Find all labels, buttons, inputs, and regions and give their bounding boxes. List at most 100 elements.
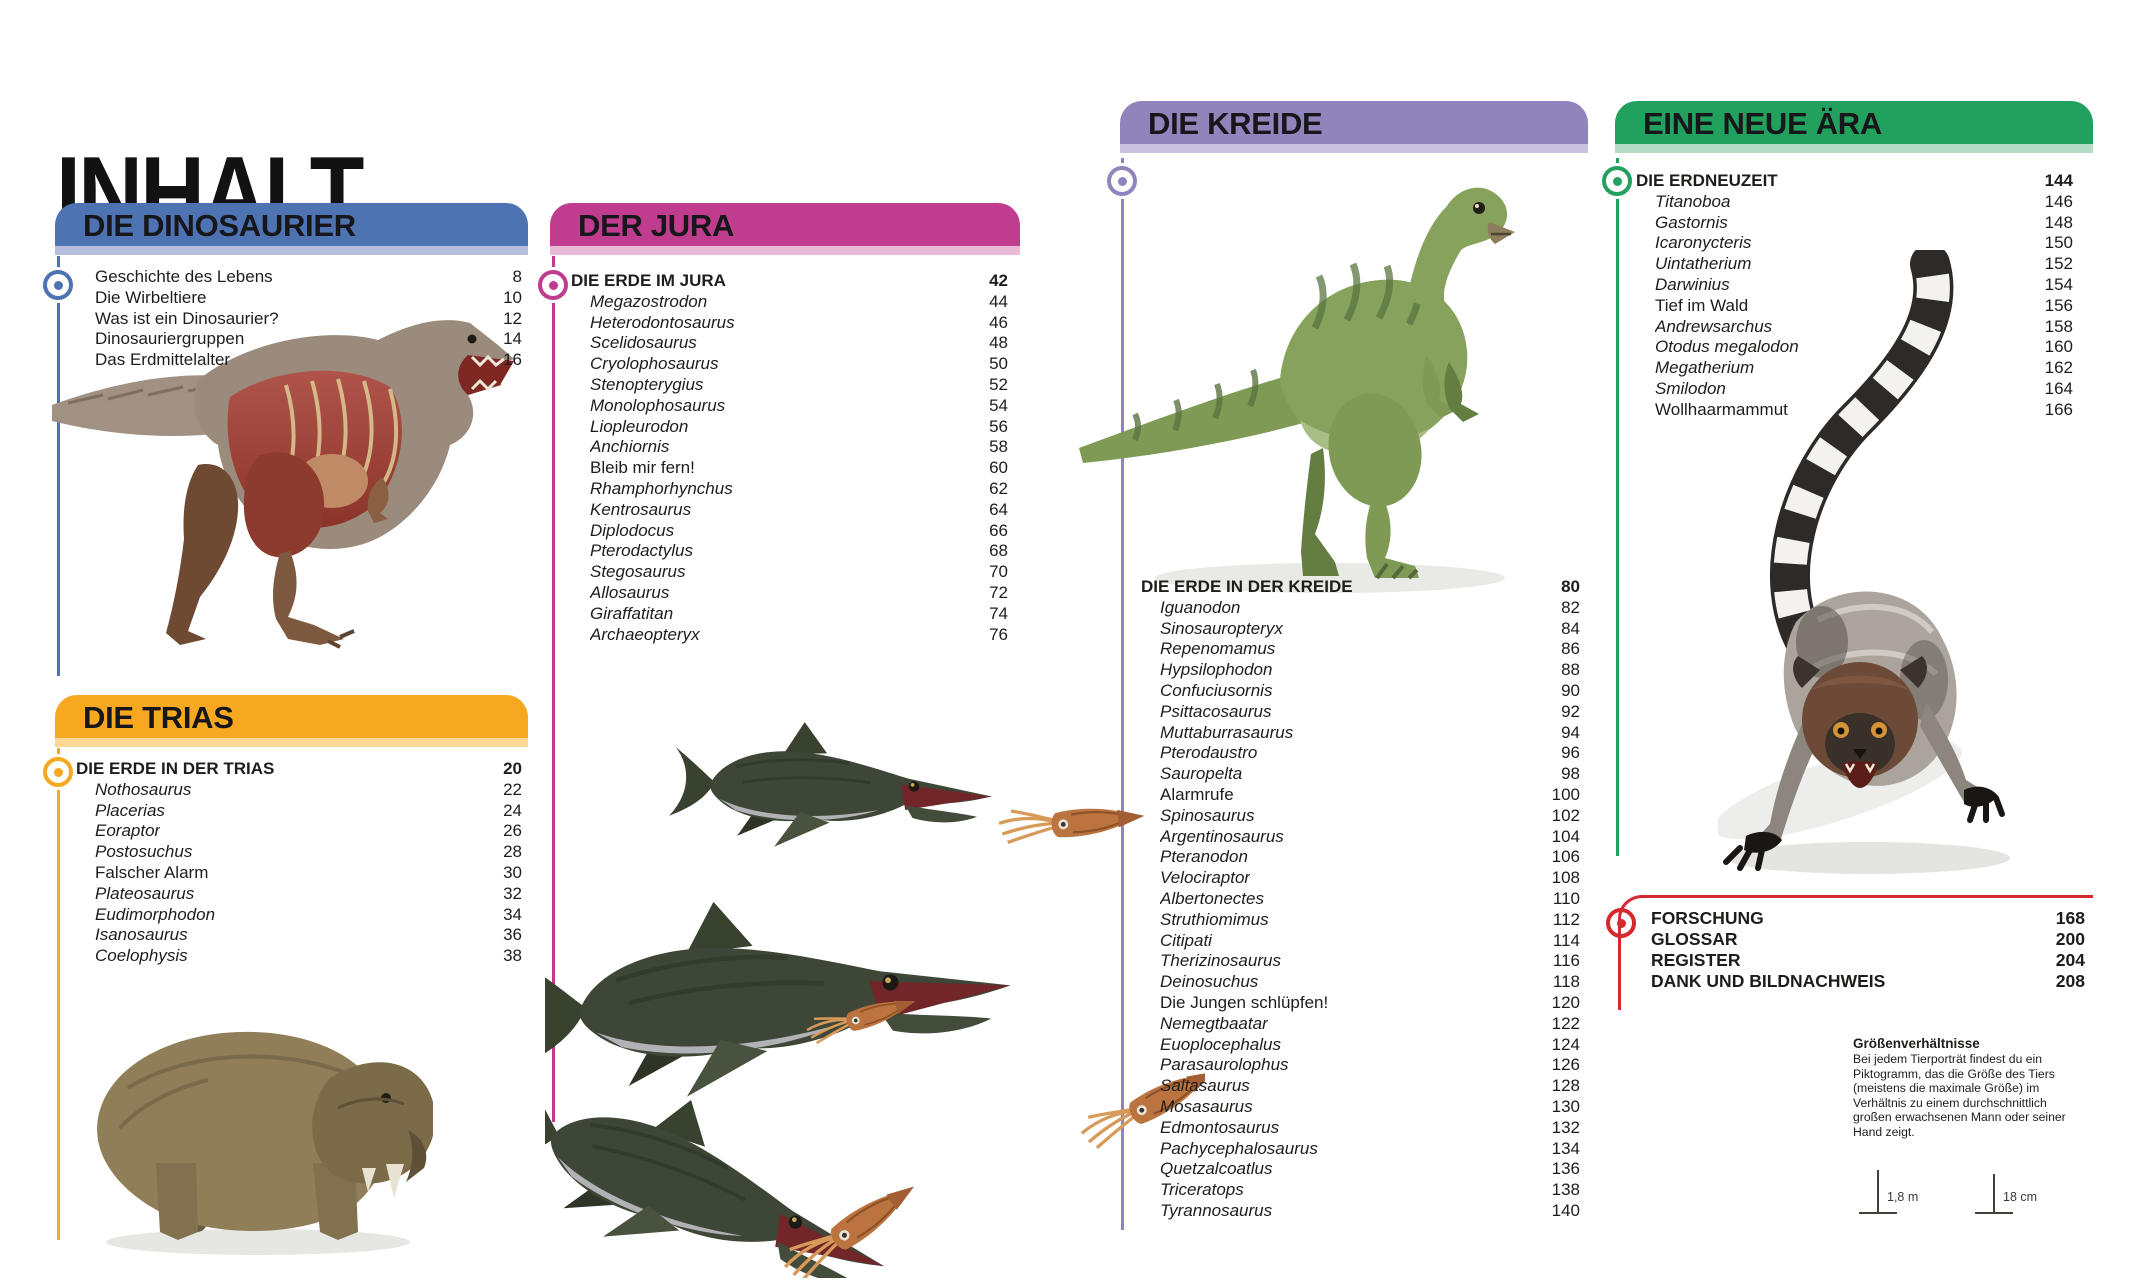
toc-entry: REGISTER 204 xyxy=(1651,950,2085,971)
toc-entry-page: 74 xyxy=(989,603,1008,623)
toc-entry: GLOSSAR 200 xyxy=(1651,929,2085,950)
toc-entry-page: 208 xyxy=(2055,971,2085,991)
toc-entry-page: 70 xyxy=(989,562,1008,582)
toc-entry: Pachycephalosaurus 134 xyxy=(1120,1139,1580,1160)
measure-base-icon xyxy=(1859,1211,1897,1214)
toc-entry-page: 64 xyxy=(989,499,1008,519)
toc-entry-page: 94 xyxy=(1561,722,1580,742)
toc-entry-page: 148 xyxy=(2044,212,2073,232)
toc-entry-page: 62 xyxy=(989,478,1008,498)
toc-entry: DIE ERDNEUZEIT 144 xyxy=(1615,171,2073,192)
toc-entry-page: 158 xyxy=(2044,316,2073,336)
toc-entry: Geschichte des Lebens 8 xyxy=(55,267,522,288)
section-header-strip xyxy=(55,246,528,255)
toc-entry-label: Anchiornis xyxy=(590,437,670,457)
toc-entry-page: 116 xyxy=(1552,951,1580,971)
toc-entry-label: DIE ERDNEUZEIT xyxy=(1636,171,1778,190)
toc-entry: Deinosuchus 118 xyxy=(1120,972,1580,993)
toc-entry-label: Andrewsarchus xyxy=(1655,316,1773,336)
toc-entry: Pteranodon 106 xyxy=(1120,847,1580,868)
toc-entry-label: DIE ERDE IN DER TRIAS xyxy=(76,759,275,778)
section-header-bar: DER JURA xyxy=(550,203,1020,246)
toc-list-dinosaurier: Geschichte des Lebens 8 Die Wirbeltiere 10 W… xyxy=(55,267,528,371)
toc-entry-page: 46 xyxy=(989,312,1008,332)
toc-entry: Isanosaurus 36 xyxy=(55,925,522,946)
toc-entry-label: Allosaurus xyxy=(590,582,670,602)
toc-entry-label: Eudimorphodon xyxy=(95,904,216,924)
toc-entry: Parasaurolophus 126 xyxy=(1120,1055,1580,1076)
man-height-pictogram: 1,8 m xyxy=(1855,1166,1950,1214)
section-die-trias: DIE TRIAS DIE ERDE IN DER TRIAS 20 Nothosa… xyxy=(55,695,528,965)
toc-entry-page: 120 xyxy=(1551,992,1580,1012)
toc-entry: Repenomamus 86 xyxy=(1120,639,1580,660)
toc-entry: Struthiomimus 112 xyxy=(1120,910,1580,931)
toc-entry-label: Eoraptor xyxy=(95,821,161,841)
toc-entry-page: 42 xyxy=(989,271,1008,290)
toc-entry: Cryolophosaurus 50 xyxy=(550,354,1008,375)
timeline-marker-jura xyxy=(538,270,568,300)
toc-entry: FORSCHUNG 168 xyxy=(1651,908,2085,929)
toc-entry-page: 8 xyxy=(512,267,522,286)
toc-entry-page: 154 xyxy=(2044,274,2073,294)
toc-entry-label: Die Jungen schlüpfen! xyxy=(1160,992,1329,1012)
toc-list-jura: DIE ERDE IM JURA 42 Megazostrodon 44 Heterod… xyxy=(550,271,1020,645)
toc-entry-page: 72 xyxy=(989,582,1008,602)
toc-entry-label: Pachycephalosaurus xyxy=(1160,1138,1318,1158)
toc-entry-label: Icaronycteris xyxy=(1655,233,1752,253)
toc-entry: DANK UND BILDNACHWEIS 208 xyxy=(1651,971,2085,992)
toc-entry: DIE ERDE IM JURA 42 xyxy=(550,271,1008,292)
toc-entry: Giraffatitan 74 xyxy=(550,604,1008,625)
toc-entry-label: Scelidosaurus xyxy=(590,333,697,353)
toc-entry: Megazostrodon 44 xyxy=(550,292,1008,313)
toc-entry: Stegosaurus 70 xyxy=(550,562,1008,583)
toc-entry-page: 156 xyxy=(2044,295,2073,315)
toc-entry-page: 132 xyxy=(1551,1117,1580,1137)
toc-entry: Edmontosaurus 132 xyxy=(1120,1118,1580,1139)
timeline-marker-aera xyxy=(1602,166,1632,196)
toc-entry-label: Falscher Alarm xyxy=(95,862,209,882)
toc-entry: Plateosaurus 32 xyxy=(55,884,522,905)
toc-entry: Mosasaurus 130 xyxy=(1120,1097,1580,1118)
toc-entry-page: 20 xyxy=(503,759,522,778)
toc-entry-label: Repenomamus xyxy=(1160,639,1276,659)
toc-list-kreide: DIE ERDE IN DER KREIDE 80 Iguanodon 82 Sinos… xyxy=(1120,577,1588,1222)
toc-entry-label: Smilodon xyxy=(1655,378,1726,398)
toc-entry-label: Megatherium xyxy=(1655,358,1755,378)
toc-entry-label: Tief im Wald xyxy=(1655,295,1749,315)
toc-entry-label: Dinosauriergruppen xyxy=(95,329,245,349)
toc-entry-page: 98 xyxy=(1561,764,1580,784)
size-ratio-note: Größenverhältnisse Bei jedem Tierporträt… xyxy=(1853,1036,2075,1214)
toc-entry-label: Muttaburrasaurus xyxy=(1160,722,1294,742)
toc-entry: Pterodaustro 96 xyxy=(1120,743,1580,764)
section-header-bar: DIE TRIAS xyxy=(55,695,528,738)
toc-entry: Scelidosaurus 48 xyxy=(550,333,1008,354)
toc-entry-label: Pteranodon xyxy=(1160,847,1248,867)
section-header-bar: EINE NEUE ÄRA xyxy=(1615,101,2093,144)
section-header-bar: DIE DINOSAURIER xyxy=(55,203,528,246)
toc-entry-page: 36 xyxy=(503,925,522,945)
section-title: DIE KREIDE xyxy=(1148,106,1323,141)
toc-entry-label: Alarmrufe xyxy=(1160,784,1234,804)
toc-entry: Die Jungen schlüpfen! 120 xyxy=(1120,993,1580,1014)
toc-entry-label: Monolophosaurus xyxy=(590,395,726,415)
toc-entry-label: Argentinosaurus xyxy=(1160,826,1284,846)
toc-entry-label: Cryolophosaurus xyxy=(590,354,719,374)
section-eine-neue-aera: EINE NEUE ÄRA DIE ERDNEUZEIT 144 Titanoboa… xyxy=(1615,101,2093,419)
toc-entry-label: Pterodaustro xyxy=(1160,743,1258,763)
toc-entry: Was ist ein Dinosaurier? 12 xyxy=(55,309,522,330)
toc-entry-label: Heterodontosaurus xyxy=(590,312,735,332)
toc-entry-label: Pterodactylus xyxy=(590,541,693,561)
toc-entry: Muttaburrasaurus 94 xyxy=(1120,723,1580,744)
toc-entry: Stenopterygius 52 xyxy=(550,375,1008,396)
toc-entry: Tyrannosaurus 140 xyxy=(1120,1201,1580,1222)
toc-entry-page: 162 xyxy=(2044,358,2073,378)
toc-entry-label: Psittacosaurus xyxy=(1160,701,1272,721)
timeline-marker-kreide xyxy=(1107,166,1137,196)
section-title: DIE TRIAS xyxy=(83,700,234,735)
toc-entry-label: Gastornis xyxy=(1655,212,1728,232)
toc-entry-label: Plateosaurus xyxy=(95,883,195,903)
toc-entry-label: Rhamphorhynchus xyxy=(590,478,733,498)
toc-entry-label: Nothosaurus xyxy=(95,779,192,799)
toc-entry-label: Velociraptor xyxy=(1160,868,1251,888)
